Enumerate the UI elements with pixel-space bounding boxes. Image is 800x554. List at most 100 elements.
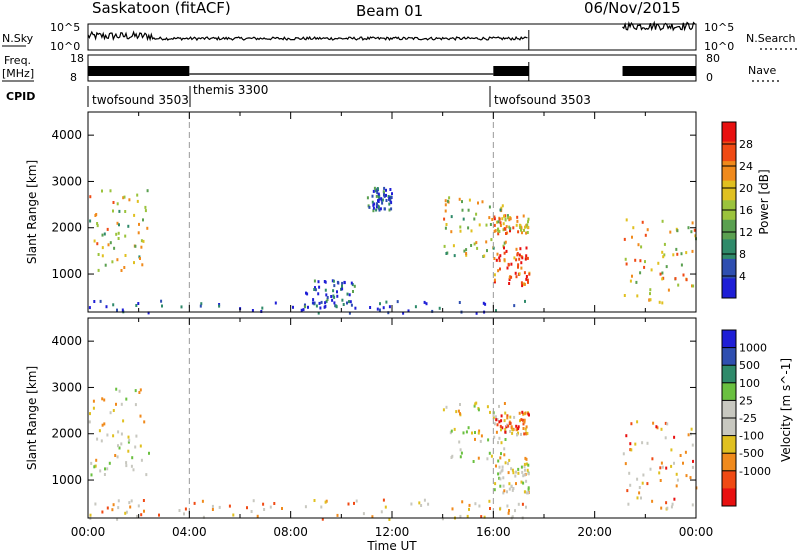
velocity-region-4 xyxy=(493,410,530,437)
noise-right-tick-top: 10^5 xyxy=(704,21,734,34)
nave-label: Nave xyxy=(748,64,776,77)
power-colorbar-swatch-4 xyxy=(722,180,736,201)
noise-segment-1 xyxy=(87,30,528,42)
freq-band-1 xyxy=(88,66,190,76)
noise-left-tick-top: 10^5 xyxy=(50,21,80,34)
power-region-7 xyxy=(493,214,530,236)
velocity-ytick-label-4: 4000 xyxy=(51,334,82,348)
velocity-xtick-label-2: 04:00 xyxy=(172,525,207,539)
power-colorbar-tick-label-4: 16 xyxy=(739,204,753,217)
velocity-xtick-label-7: 00:00 xyxy=(679,525,714,539)
power-colorbar-tick-label-1: 4 xyxy=(739,270,746,283)
power-colorbar-swatch-6 xyxy=(722,219,736,240)
velocity-xtick-label-1: 00:00 xyxy=(71,525,106,539)
velocity-colorbar-swatch-2 xyxy=(722,347,736,366)
freq-band-4 xyxy=(622,66,696,76)
freq-unit-label: [MHz] xyxy=(2,67,34,80)
cpid-mode-1: twofsound 3503 xyxy=(92,93,189,107)
velocity-colorbar-swatch-4 xyxy=(722,382,736,401)
power-region-6 xyxy=(493,246,531,288)
velocity-colorbar-swatch-8 xyxy=(722,453,736,472)
velocity-xtick-label-4: 12:00 xyxy=(375,525,410,539)
power-ytick-label-1: 1000 xyxy=(51,267,82,281)
noise-panel: N.Sky 10^5 10^0 10^5 10^0 N.Search xyxy=(2,20,798,53)
power-ytick-label-2: 2000 xyxy=(51,221,82,235)
freq-trace xyxy=(88,62,696,81)
velocity-xtick-label-5: 16:00 xyxy=(476,525,511,539)
power-colorbar-tick-label-2: 8 xyxy=(739,248,746,261)
power-colorbar-swatch-3 xyxy=(722,161,736,182)
velocity-colorbar-tick-label-2: 500 xyxy=(739,359,760,372)
noise-segment-2 xyxy=(622,20,696,32)
noise-left-tick-bottom: 10^0 xyxy=(50,40,80,53)
freq-tick-bottom: 8 xyxy=(70,71,77,84)
power-colorbar-swatch-2 xyxy=(722,141,736,162)
noise-right-tick-bottom: 10^0 xyxy=(704,40,734,53)
power-ytick-label-3: 3000 xyxy=(51,174,82,188)
velocity-colorbar-swatch-10 xyxy=(722,488,736,507)
velocity-ytick-label-3: 3000 xyxy=(51,380,82,394)
velocity-colorbar-tick-label-4: 25 xyxy=(739,394,753,407)
velocity-region-1 xyxy=(88,387,150,477)
noise-left-label: N.Sky xyxy=(2,32,34,45)
power-region-1 xyxy=(89,189,149,272)
velocity-colorbar-tick-label-3: 100 xyxy=(739,377,760,390)
nave-tick-bottom: 0 xyxy=(706,71,713,84)
velocity-xtick-label-3: 08:00 xyxy=(273,525,308,539)
power-region-5 xyxy=(443,196,507,258)
power-ytick-label-4: 4000 xyxy=(51,128,82,142)
velocity-axes: 1000 2000 3000 4000 00:00 04:00 08:00 12:00 16:0… xyxy=(51,318,713,539)
velocity-region-6 xyxy=(622,420,698,511)
velocity-colorbar-swatch-1 xyxy=(722,330,736,349)
velocity-colorbar-tick-label-5: -25 xyxy=(739,412,757,425)
cpid-label: CPID xyxy=(6,90,35,103)
beam-title: Beam 01 xyxy=(356,2,423,20)
power-colorbar-swatch-1 xyxy=(722,122,736,143)
velocity-ytick-label-1: 1000 xyxy=(51,473,82,487)
station-title: Saskatoon (fitACF) xyxy=(92,0,231,17)
cpid-panel: CPID twofsound 3503 themis 3300 twofsoun… xyxy=(6,83,591,107)
velocity-xtick-label-6: 20:00 xyxy=(577,525,612,539)
power-region-3 xyxy=(303,279,356,309)
date-title: 06/Nov/2015 xyxy=(584,0,681,17)
velocity-colorbar-tick-label-8: -1000 xyxy=(739,465,771,478)
power-colorbar-tick-label-5: 20 xyxy=(739,182,753,195)
cpid-mode-3: twofsound 3503 xyxy=(494,93,591,107)
velocity-colorbar-tick-label-7: -500 xyxy=(739,447,764,460)
velocity-colorbar: 1000 500 100 25 -25 -100 -500 -1000 Velocity [m… xyxy=(721,329,793,507)
velocity-colorbar-label: Velocity [m s^-1] xyxy=(779,358,793,462)
power-colorbar-label: Power [dB] xyxy=(757,169,771,234)
velocity-colorbar-swatch-7 xyxy=(722,435,736,454)
cpid-mode-2: themis 3300 xyxy=(193,83,268,97)
velocity-region-5 xyxy=(493,456,530,495)
freq-nave-panel: Freq. [MHz] 18 8 80 0 Nave xyxy=(2,52,780,84)
power-panel: 1000 2000 3000 4000 Slant Range [km] xyxy=(25,111,697,315)
power-colorbar-tick-label-6: 24 xyxy=(739,160,753,173)
noise-right-label: N.Search xyxy=(746,32,796,45)
velocity-colorbar-tick-label-1: 1000 xyxy=(739,342,767,355)
velocity-ytick-label-2: 2000 xyxy=(51,427,82,441)
power-colorbar-swatch-8 xyxy=(722,258,736,279)
noise-trace xyxy=(87,20,697,50)
power-scatter xyxy=(88,186,697,315)
freq-label: Freq. xyxy=(4,54,31,67)
power-colorbar-swatch-7 xyxy=(722,239,736,260)
nave-tick-top: 80 xyxy=(706,52,720,65)
velocity-xlabel: Time UT xyxy=(366,539,417,553)
power-colorbar-swatch-9 xyxy=(722,278,736,299)
freq-band-3 xyxy=(493,66,529,76)
power-axes: 1000 2000 3000 4000 xyxy=(51,112,697,312)
velocity-panel: 1000 2000 3000 4000 00:00 04:00 08:00 12:00 16:0… xyxy=(25,317,713,553)
velocity-colorbar-tick-label-6: -100 xyxy=(739,430,764,443)
power-region-8 xyxy=(623,218,697,305)
velocity-scatter xyxy=(88,387,698,521)
power-region-4 xyxy=(366,186,393,213)
velocity-colorbar-swatch-5 xyxy=(722,400,736,419)
power-colorbar: 4 8 12 16 20 24 28 Power [dB] xyxy=(721,121,771,299)
velocity-ylabel: Slant Range [km] xyxy=(25,366,39,470)
power-colorbar-tick-label-3: 12 xyxy=(739,226,753,239)
power-ylabel: Slant Range [km] xyxy=(25,160,39,264)
velocity-colorbar-swatch-9 xyxy=(722,470,736,489)
power-colorbar-tick-label-7: 28 xyxy=(739,138,753,151)
